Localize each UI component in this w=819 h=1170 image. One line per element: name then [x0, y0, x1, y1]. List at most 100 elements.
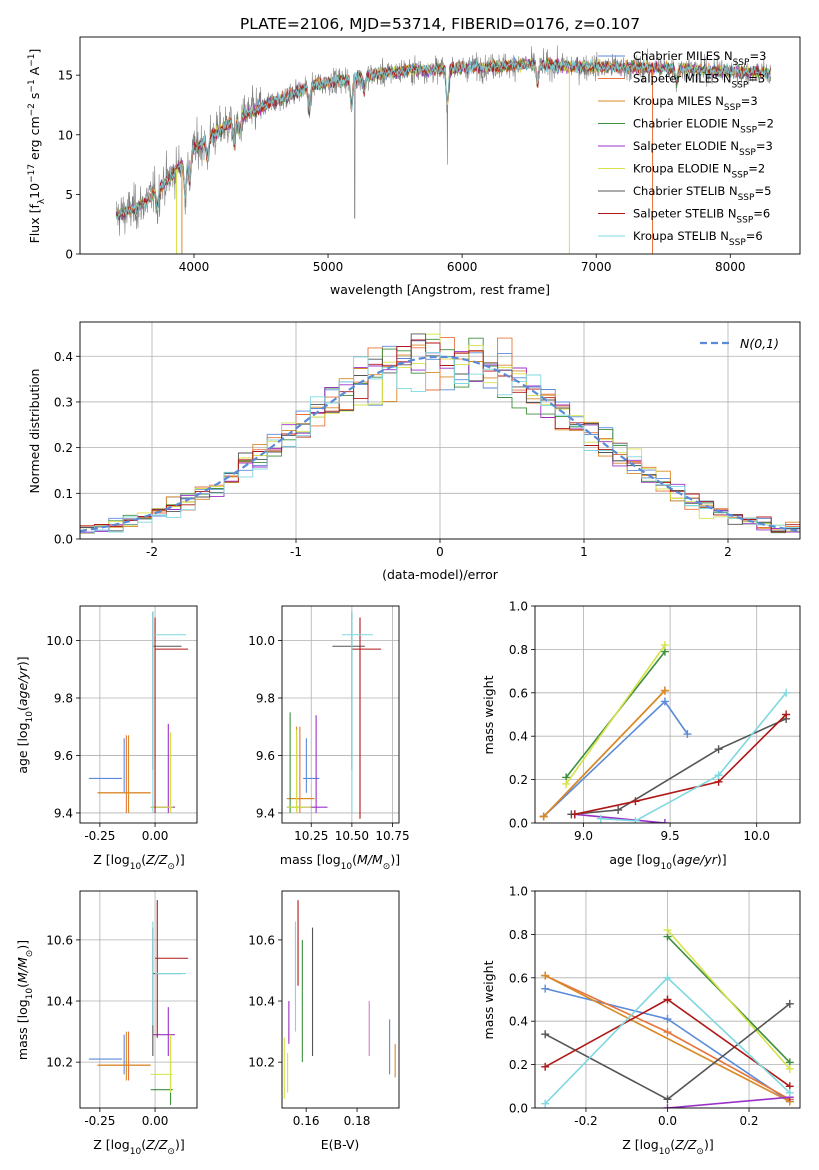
x-tick-label: 0 — [436, 545, 444, 559]
weight-point-marker — [663, 1095, 672, 1104]
y-tick-label: 0 — [65, 248, 73, 262]
x-tick-label: 4000 — [179, 260, 210, 274]
y-tick-label: 0.3 — [54, 395, 73, 409]
plot-area — [88, 900, 189, 1105]
x-tick-label: 0.16 — [293, 1114, 320, 1128]
y-tick-label: 10.2 — [46, 1056, 73, 1070]
legend-label: Salpeter STELIB NSSP=6 — [633, 207, 770, 226]
y-tick-label: 10.0 — [46, 634, 73, 648]
plot-area — [80, 333, 800, 534]
legend-label: Salpeter ELODIE NSSP=3 — [633, 139, 773, 158]
weight-series-line — [565, 644, 666, 785]
age-vs-metallicity-plot: -0.25 0.00 9.4 9.6 9.8 10.0 Z [log10(Z/Z⊙)] age… — [15, 605, 198, 872]
y-tick-label: 10.4 — [248, 995, 275, 1009]
x-tick-label: 10.75 — [375, 829, 409, 843]
axes-frame — [79, 605, 198, 824]
y-axis-label: age [log10(age/yr)] — [15, 656, 35, 773]
y-tick-label: 0.6 — [509, 971, 528, 985]
x-tick-label: 5000 — [313, 260, 344, 274]
y-tick-label: 0.0 — [54, 533, 73, 547]
y-tick-label: 0.4 — [509, 730, 528, 744]
y-axis-label: mass weight — [481, 960, 496, 1039]
weight-point-marker — [541, 971, 550, 980]
x-tick-label: 7000 — [581, 260, 612, 274]
x-tick-label: 0.2 — [739, 1114, 758, 1128]
weight-point-marker — [785, 999, 794, 1008]
x-tick-label: -2 — [146, 545, 158, 559]
weight-series-line — [574, 813, 665, 823]
x-tick-label: 9.0 — [574, 829, 593, 843]
x-axis-label: mass [log10(M/M⊙)] — [280, 852, 400, 872]
weight-series-line — [543, 690, 666, 818]
weight-point-marker — [660, 641, 669, 650]
weight-point-marker — [782, 688, 791, 697]
weight-point-marker — [663, 995, 672, 1004]
axes-frame — [534, 605, 801, 824]
weight-point-marker — [663, 926, 672, 935]
model-spectrum-line — [115, 59, 771, 220]
y-tick-label: 1.0 — [509, 600, 528, 614]
x-axis-label: Z [log10(Z/Z⊙)] — [93, 852, 184, 872]
weight-point-marker — [539, 812, 548, 821]
weight-point-marker — [663, 1104, 672, 1108]
y-axis-label: mass [log10(M/M⊙)] — [15, 940, 35, 1060]
weight-point-marker — [570, 810, 579, 819]
x-axis-label: (data-model)/error — [382, 567, 499, 582]
x-tick-label: -0.25 — [84, 829, 115, 843]
weight-point-marker — [614, 805, 623, 814]
x-axis-label: Z [log10(Z/Z⊙)] — [93, 1137, 184, 1157]
y-tick-label: 10 — [58, 128, 73, 142]
weight-point-marker — [631, 816, 640, 823]
x-axis-label: Z [log10(Z/Z⊙)] — [622, 1137, 713, 1157]
weight-point-marker — [631, 797, 640, 806]
weight-point-marker — [714, 771, 723, 780]
y-tick-label: 0.4 — [509, 1015, 528, 1029]
histogram-step-line — [80, 344, 800, 534]
y-tick-label: 9.4 — [54, 806, 73, 820]
plot-area — [539, 641, 791, 823]
y-tick-label: 0.2 — [509, 773, 528, 787]
weight-series-line — [543, 700, 689, 818]
age-vs-mass-plot: 10.25 10.50 10.75 9.4 9.6 9.8 10.0 mass [log10(… — [248, 605, 410, 872]
x-tick-label: 6000 — [447, 260, 478, 274]
y-axis-label: mass weight — [481, 675, 496, 754]
spectrum-plot: 4000 5000 6000 7000 8000 0 5 10 15 Chabrier MILES… — [27, 36, 801, 297]
figure-title: PLATE=2106, MJD=53714, FIBERID=0176, z=0… — [240, 15, 640, 33]
axes-frame — [281, 605, 400, 824]
y-tick-label: 0.0 — [509, 1102, 528, 1116]
legend-label: Chabrier MILES NSSP=3 — [633, 49, 766, 68]
weight-point-marker — [785, 1088, 794, 1097]
y-tick-label: 0.2 — [509, 1058, 528, 1072]
weight-point-marker — [663, 973, 672, 982]
x-tick-label: 0.0 — [658, 1114, 677, 1128]
y-tick-label: 0.8 — [509, 928, 528, 942]
legend-label: N(0,1) — [740, 336, 779, 351]
x-axis-label: age [log10(age/yr)] — [609, 852, 726, 872]
weight-point-marker — [714, 745, 723, 754]
x-axis-label: E(B-V) — [321, 1137, 360, 1152]
weight-point-marker — [541, 1030, 550, 1039]
weight-point-marker — [660, 686, 669, 695]
plot-area — [88, 611, 189, 813]
y-tick-label: 0.8 — [509, 643, 528, 657]
weight-vs-metallicity-plot: -0.2 0.0 0.2 0.0 0.2 0.4 0.6 0.8 1.0 Z [log10(Z/Z… — [481, 885, 801, 1157]
weight-series-line — [574, 713, 787, 816]
legend-label: Chabrier STELIB NSSP=5 — [633, 184, 771, 203]
x-tick-label: -1 — [290, 545, 302, 559]
y-tick-label: 0.6 — [509, 686, 528, 700]
weight-point-marker — [562, 779, 571, 788]
axes-frame — [281, 890, 400, 1109]
weight-point-marker — [663, 1028, 672, 1037]
y-tick-label: 10.6 — [46, 933, 73, 947]
weight-point-marker — [663, 1015, 672, 1024]
axes-frame — [79, 321, 801, 540]
y-tick-label: 10.4 — [46, 995, 73, 1009]
weight-series-line — [600, 692, 787, 822]
legend-label: Chabrier ELODIE NSSP=2 — [633, 117, 774, 136]
y-tick-label: 10.2 — [248, 1056, 275, 1070]
weight-series-line — [667, 1096, 790, 1108]
weight-point-marker — [541, 1062, 550, 1071]
y-axis-label: Normed distribution — [27, 369, 42, 494]
y-tick-label: 9.8 — [54, 691, 73, 705]
